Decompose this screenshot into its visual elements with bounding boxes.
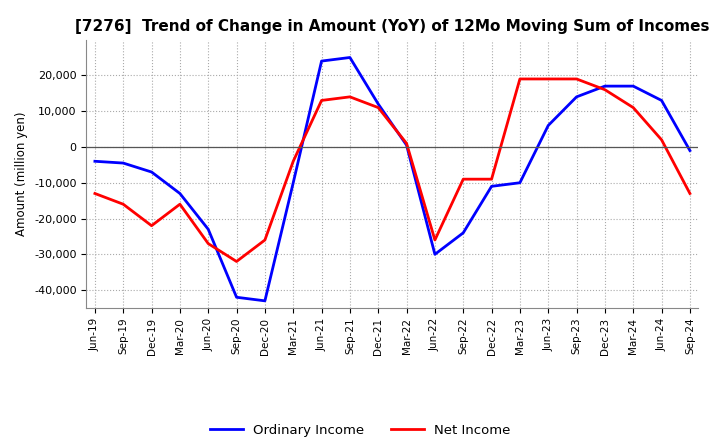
Ordinary Income <box>374 101 382 106</box>
Ordinary Income <box>685 148 694 153</box>
Net Income <box>261 237 269 242</box>
Net Income <box>544 76 552 81</box>
Ordinary Income <box>148 169 156 175</box>
Net Income <box>346 94 354 99</box>
Net Income <box>487 176 496 182</box>
Net Income <box>176 202 184 207</box>
Ordinary Income <box>91 159 99 164</box>
Ordinary Income <box>629 84 637 89</box>
Net Income <box>148 223 156 228</box>
Net Income <box>600 87 609 92</box>
Ordinary Income <box>346 55 354 60</box>
Ordinary Income <box>204 227 212 232</box>
Ordinary Income <box>544 123 552 128</box>
Ordinary Income <box>459 230 467 235</box>
Ordinary Income <box>516 180 524 185</box>
Net Income <box>629 105 637 110</box>
Ordinary Income <box>119 161 127 166</box>
Net Income <box>233 259 241 264</box>
Ordinary Income <box>402 143 411 148</box>
Net Income <box>572 76 581 81</box>
Net Income <box>657 137 666 143</box>
Ordinary Income <box>318 59 326 64</box>
Net Income <box>91 191 99 196</box>
Ordinary Income <box>289 180 297 185</box>
Ordinary Income <box>261 298 269 304</box>
Net Income <box>516 76 524 81</box>
Net Income <box>318 98 326 103</box>
Ordinary Income <box>572 94 581 99</box>
Net Income <box>289 159 297 164</box>
Ordinary Income <box>657 98 666 103</box>
Legend: Ordinary Income, Net Income: Ordinary Income, Net Income <box>204 418 516 440</box>
Line: Ordinary Income: Ordinary Income <box>95 58 690 301</box>
Title: [7276]  Trend of Change in Amount (YoY) of 12Mo Moving Sum of Incomes: [7276] Trend of Change in Amount (YoY) o… <box>75 19 710 34</box>
Net Income <box>204 241 212 246</box>
Ordinary Income <box>431 252 439 257</box>
Ordinary Income <box>487 183 496 189</box>
Net Income <box>402 141 411 146</box>
Net Income <box>431 237 439 242</box>
Ordinary Income <box>233 295 241 300</box>
Y-axis label: Amount (million yen): Amount (million yen) <box>16 112 29 236</box>
Net Income <box>685 191 694 196</box>
Net Income <box>374 105 382 110</box>
Net Income <box>459 176 467 182</box>
Ordinary Income <box>176 191 184 196</box>
Line: Net Income: Net Income <box>95 79 690 261</box>
Ordinary Income <box>600 84 609 89</box>
Net Income <box>119 202 127 207</box>
